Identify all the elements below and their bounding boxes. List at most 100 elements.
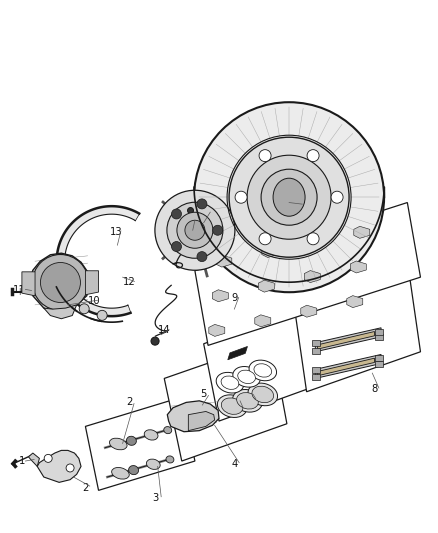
Circle shape [40,262,81,303]
Circle shape [235,191,247,203]
Circle shape [197,252,207,262]
Polygon shape [315,354,381,378]
Text: 4: 4 [231,459,237,469]
Circle shape [261,169,317,225]
Bar [312,348,320,354]
Polygon shape [318,358,374,376]
Polygon shape [216,255,232,267]
Polygon shape [37,450,81,482]
Ellipse shape [248,383,278,406]
Text: 15: 15 [184,216,197,226]
Circle shape [151,337,159,345]
Circle shape [79,304,89,314]
Ellipse shape [221,398,243,414]
Circle shape [187,207,194,214]
Text: 11: 11 [13,286,26,295]
Polygon shape [85,271,99,295]
Ellipse shape [217,395,247,417]
Circle shape [197,199,207,209]
Polygon shape [350,261,366,273]
Polygon shape [304,271,320,282]
Text: 2: 2 [126,398,132,407]
Ellipse shape [237,393,258,409]
Text: 8: 8 [371,384,378,394]
Circle shape [172,209,181,219]
Ellipse shape [233,390,262,412]
Circle shape [97,310,107,320]
Bar [312,374,320,381]
Polygon shape [315,328,381,352]
Circle shape [259,233,271,245]
Polygon shape [85,397,195,490]
Polygon shape [308,236,324,248]
Polygon shape [354,227,370,238]
Circle shape [167,202,223,259]
Polygon shape [255,315,271,327]
Polygon shape [167,401,219,432]
Circle shape [185,220,205,240]
Text: 5: 5 [201,390,207,399]
Bar [375,355,383,361]
Polygon shape [195,203,420,345]
Polygon shape [228,346,247,360]
Circle shape [331,191,343,203]
Bar [375,334,383,340]
Ellipse shape [273,178,305,216]
Polygon shape [22,272,35,296]
Ellipse shape [221,376,239,390]
Text: 9: 9 [231,294,237,303]
Text: 14: 14 [158,326,170,335]
Bar [375,328,383,335]
Text: 12: 12 [123,278,136,287]
Ellipse shape [129,465,138,475]
Polygon shape [44,305,77,319]
Circle shape [155,190,235,270]
Polygon shape [318,332,374,349]
Ellipse shape [254,364,272,377]
Text: 3: 3 [152,494,159,503]
Circle shape [66,464,74,472]
Polygon shape [28,453,39,466]
Circle shape [32,254,88,311]
Circle shape [172,241,181,252]
Polygon shape [212,290,228,302]
Polygon shape [262,246,278,257]
Ellipse shape [164,426,172,434]
Circle shape [247,155,331,239]
Ellipse shape [216,373,244,393]
Polygon shape [164,341,287,461]
Bar [312,367,320,373]
Circle shape [194,102,384,292]
Ellipse shape [127,436,136,446]
Bar [375,360,383,367]
Ellipse shape [252,386,274,402]
Text: 6: 6 [236,403,242,413]
Ellipse shape [146,459,160,470]
Polygon shape [258,280,274,292]
Circle shape [259,150,271,161]
Polygon shape [204,306,322,421]
Bar [312,340,320,346]
Polygon shape [347,296,363,308]
Text: 1: 1 [19,456,25,466]
Ellipse shape [238,370,255,384]
Text: |: | [18,288,21,295]
Text: 10: 10 [88,296,100,306]
Ellipse shape [249,360,276,381]
Polygon shape [57,206,139,316]
Circle shape [307,233,319,245]
Ellipse shape [166,456,174,463]
Polygon shape [301,305,317,317]
Circle shape [177,212,213,248]
Text: 16: 16 [199,208,212,218]
Circle shape [307,150,319,161]
Ellipse shape [144,430,158,440]
Text: 13: 13 [110,227,122,237]
Circle shape [213,225,223,235]
Ellipse shape [233,367,260,387]
Circle shape [229,137,349,257]
Polygon shape [209,325,225,336]
Ellipse shape [112,467,129,479]
Text: 2: 2 [82,483,88,492]
Text: 7: 7 [249,395,255,405]
